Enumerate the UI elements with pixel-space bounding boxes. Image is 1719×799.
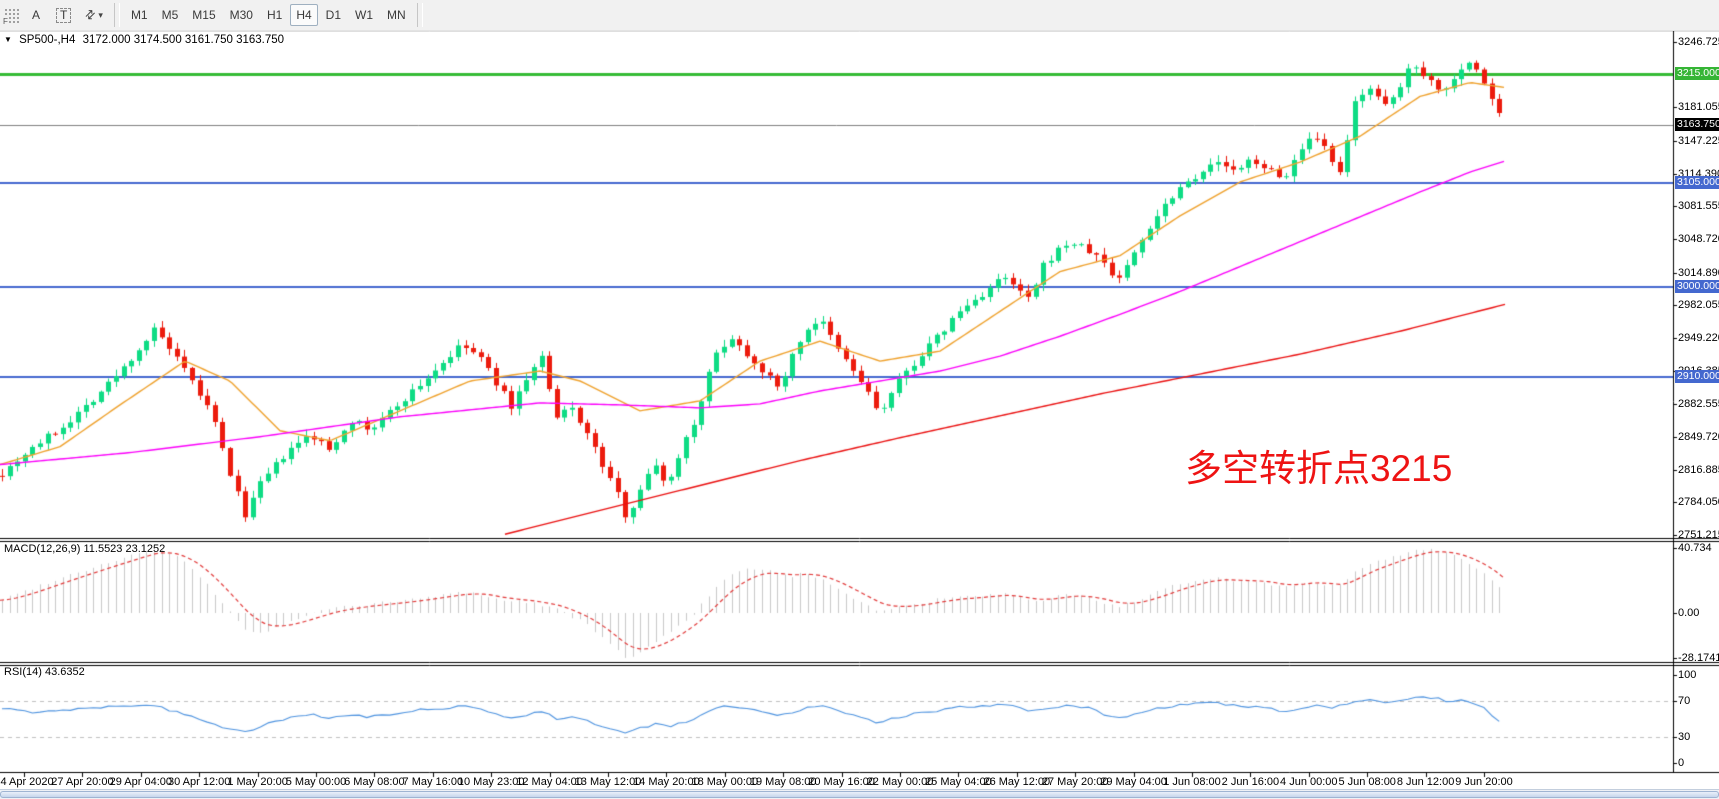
date-axis-label: 7 May 16:00 [402, 776, 464, 788]
date-axis-label: 22 May 00:00 [866, 776, 934, 788]
scrollbar-thumb[interactable] [0, 791, 1719, 798]
price-axis-label: 3246.725 [1678, 36, 1719, 48]
arrange-windows-button[interactable]: ⇅ ▾ [79, 4, 109, 26]
date-axis-label: 26 May 12:00 [983, 776, 1051, 788]
date-axis-label: 19 May 08:00 [749, 776, 817, 788]
date-axis-label: 6 May 08:00 [344, 776, 405, 788]
toolbar-grip-icon[interactable]: F [3, 7, 19, 26]
timeframe-button-h1[interactable]: H1 [261, 4, 288, 26]
timeframe-button-mn[interactable]: MN [381, 4, 412, 26]
date-axis-label: 2 Jun 16:00 [1221, 776, 1280, 788]
rsi-indicator-label: RSI(14) 43.6352 [4, 666, 85, 678]
rsi-axis-label: 0 [1678, 757, 1685, 769]
chart-symbol-period: SP500-,H4 [19, 34, 76, 46]
date-axis-label: 5 May 00:00 [285, 776, 347, 788]
collapse-triangle-icon[interactable]: ▼ [4, 35, 12, 44]
dropdown-arrow-icon: ▾ [98, 9, 103, 20]
date-axis-label: 27 Apr 20:00 [51, 776, 114, 788]
timeframe-toolbar: M1 M5 M15 M30 H1 H4 D1 W1 MN [124, 1, 413, 29]
toolbar: F A T ⇅ ▾ M1 M5 M15 M30 H1 H4 D1 W1 MN [0, 0, 1719, 31]
timeframe-button-m1[interactable]: M1 [125, 4, 154, 26]
date-axis-label: 1 Jun 08:00 [1163, 776, 1221, 788]
chart-title: ▼ SP500-,H4 3172.000 3174.500 3161.750 3… [4, 34, 288, 46]
date-axis-label: 13 May 12:00 [574, 776, 642, 788]
price-axis-label: 2816.885 [1678, 463, 1719, 476]
rsi-axis-label: 70 [1678, 695, 1691, 708]
price-axis-label: 3147.225 [1678, 134, 1719, 147]
date-axis-label: 18 May 00:00 [691, 776, 759, 788]
price-axis-label: 3014.890 [1678, 266, 1719, 279]
date-axis-label: 10 May 23:00 [457, 776, 525, 788]
date-axis-label: 24 Apr 2020 [0, 776, 54, 788]
timeframe-button-d1[interactable]: D1 [320, 4, 347, 26]
date-axis-label: 27 May 20:00 [1041, 776, 1109, 788]
text-label-t-glyph: T [56, 7, 72, 23]
date-axis-label: 12 May 04:00 [516, 776, 583, 788]
price-axis-label: 2784.050 [1678, 496, 1719, 509]
timeframe-button-h4[interactable]: H4 [290, 4, 318, 26]
price-axis-label: 3181.055 [1678, 101, 1719, 114]
toolbar-separator [113, 3, 120, 27]
date-axis-label: 9 Jun 20:00 [1455, 776, 1513, 788]
date-axis-label: 4 Jun 00:00 [1280, 776, 1338, 788]
price-axis-label: 2949.220 [1678, 331, 1719, 344]
macd-indicator-label: MACD(12,26,9) 11.5523 23.1252 [4, 543, 166, 555]
date-axis-label: 29 May 04:00 [1100, 776, 1167, 788]
diagonal-arrows-icon: ⇅ [81, 6, 99, 24]
toolbar-separator [416, 3, 423, 27]
timeframe-button-w1[interactable]: W1 [349, 4, 379, 26]
date-axis-label: 8 Jun 12:00 [1396, 776, 1455, 788]
date-axis-label: 1 May 20:00 [227, 776, 288, 788]
price-level-badge: 3000.000 [1675, 280, 1719, 293]
timeframe-button-m5[interactable]: M5 [156, 4, 185, 26]
timeframe-button-m30[interactable]: M30 [224, 4, 259, 26]
price-level-badge: 3215.000 [1675, 67, 1719, 80]
chart-ohlc-values: 3172.000 3174.500 3161.750 3163.750 [82, 34, 285, 46]
toolbar-left-group: F A T ⇅ ▾ [0, 1, 110, 29]
price-axis-label: 2982.055 [1678, 299, 1719, 312]
price-axis-label: 2751.215 [1678, 529, 1719, 541]
price-axis-label: 2882.555 [1678, 398, 1719, 411]
date-axis-label: 14 May 20:00 [633, 776, 700, 788]
price-level-badge: 2910.000 [1675, 370, 1719, 383]
macd-axis-label: -28.1741 [1678, 651, 1719, 664]
text-tool-button[interactable]: A [24, 4, 48, 26]
price-axis-label: 3081.555 [1678, 200, 1719, 213]
price-level-badge: 3163.750 [1675, 118, 1719, 131]
macd-axis-label: 0.00 [1678, 607, 1700, 619]
price-level-badge: 3105.000 [1675, 176, 1719, 189]
grip-f-label: F [3, 17, 9, 26]
rsi-axis-label: 30 [1678, 730, 1691, 743]
chart-annotation-text: 多空转折点3215 [1185, 448, 1453, 489]
price-axis-label: 2849.720 [1678, 430, 1719, 443]
date-axis-label: 5 Jun 08:00 [1338, 776, 1396, 788]
date-axis-label: 20 May 16:00 [808, 776, 875, 788]
text-label-tool-button[interactable]: T [50, 4, 77, 26]
date-axis-label: 30 Apr 12:00 [167, 776, 231, 788]
timeframe-button-m15[interactable]: M15 [186, 4, 221, 26]
rsi-axis-label: 100 [1678, 669, 1697, 681]
macd-axis-label: 40.734 [1678, 541, 1712, 554]
price-axis-label: 3048.720 [1678, 233, 1719, 245]
date-axis-label: 29 Apr 04:00 [109, 776, 172, 788]
date-axis-label: 25 May 04:00 [925, 776, 992, 788]
